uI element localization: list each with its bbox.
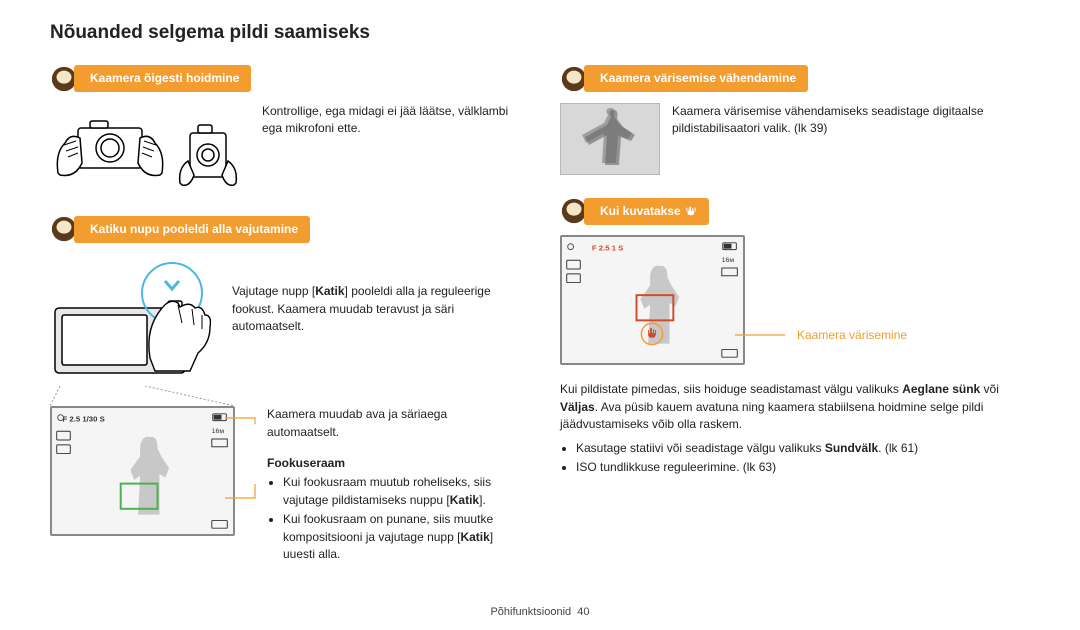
svg-text:16м: 16м: [722, 258, 735, 265]
callout-lines: [225, 406, 265, 536]
blurry-photo-illustration: [560, 103, 660, 180]
shutter-text: Vajutage nupp [Katik] pooleldi alla ja r…: [232, 253, 520, 335]
holding-camera-illustration: [50, 103, 250, 198]
dark-shooting-bullets: Kasutage statiivi või seadistage välgu v…: [560, 440, 1030, 477]
header-text: Katiku nupu pooleldi alla vajutamine: [90, 221, 298, 238]
page-footer: Põhifunktsioonid 40: [0, 605, 1080, 620]
shake-hand-icon: [685, 205, 697, 217]
shutter-press-illustration: [50, 253, 220, 388]
svg-text:16м: 16м: [212, 428, 225, 435]
focus-bullets: Kui fookusraam muutub roheliseks, siis v…: [267, 474, 520, 563]
dark-shooting-text: Kui pildistate pimedas, siis hoiduge sea…: [560, 381, 1030, 433]
page-title: Nõuanded selgema pildi saamiseks: [50, 20, 1030, 47]
svg-text:F 2.5 1 S: F 2.5 1 S: [592, 244, 623, 253]
header-text: Kaamera värisemise vähendamine: [600, 70, 796, 87]
holding-text: Kontrollige, ega midagi ei jää läätse, v…: [262, 103, 520, 138]
section-header-shake: Kaamera värisemise vähendamine: [560, 65, 1030, 93]
section-header-holding: Kaamera õigesti hoidmine: [50, 65, 520, 93]
callout-line-shake: [735, 235, 795, 365]
camera-lcd-screen-shake: F 2.5 1 S 16м: [560, 235, 745, 365]
shake-text: Kaamera värisemise vähendamiseks seadist…: [672, 103, 1030, 138]
aperture-caption: Kaamera muudab ava ja säriaega automaats…: [267, 406, 520, 441]
screen-exposure-text: F 2.5 1/30 S: [63, 415, 105, 424]
camera-lcd-screen: F 2.5 1/30 S 16м: [50, 406, 235, 536]
projection-lines: [50, 386, 235, 406]
focus-frame-label: Fookuseraam: [267, 455, 520, 472]
header-text: Kaamera õigesti hoidmine: [90, 70, 239, 87]
section-header-display: Kui kuvatakse: [560, 197, 1030, 225]
section-header-shutter: Katiku nupu pooleldi alla vajutamine: [50, 215, 520, 243]
header-text: Kui kuvatakse: [600, 203, 681, 220]
